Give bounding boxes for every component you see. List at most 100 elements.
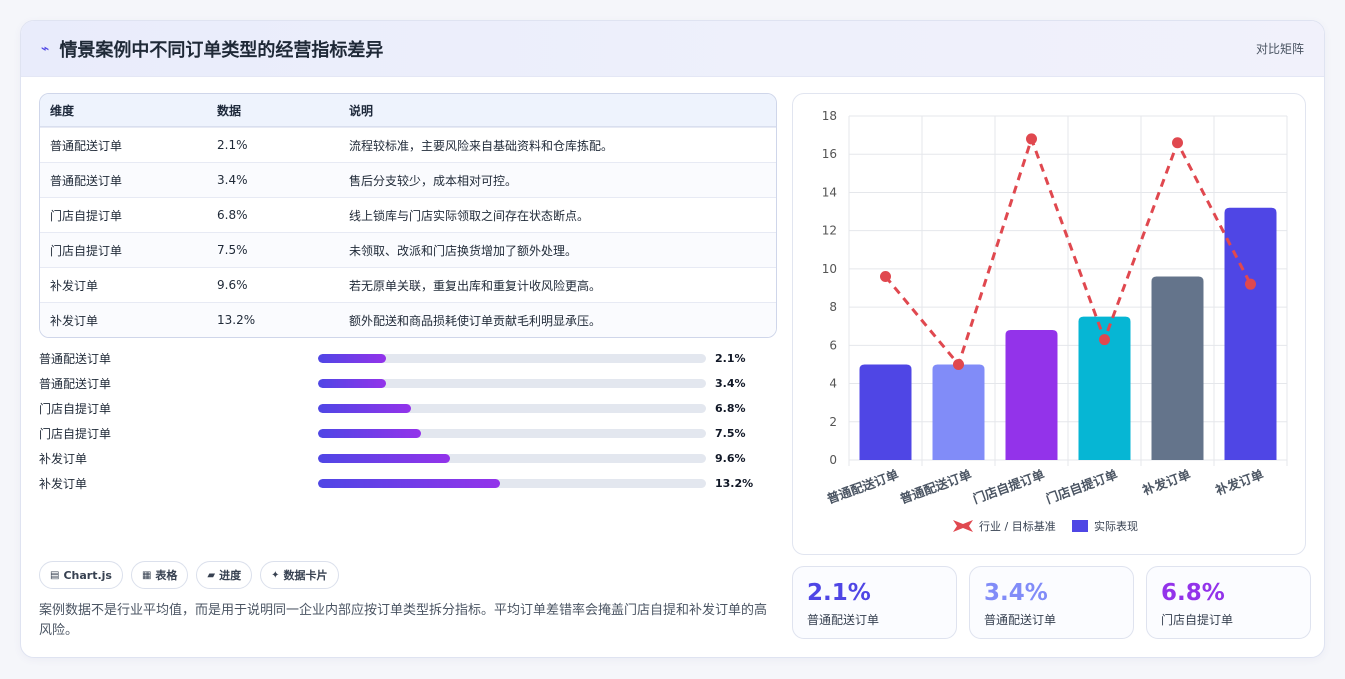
table-cell: 若无原单关联，重复出库和重复计收风险更高。 bbox=[349, 278, 602, 293]
table-cell: 流程较标准，主要风险来自基础资料和仓库拣配。 bbox=[349, 138, 614, 153]
x-tick-label: 普通配送订单 bbox=[825, 467, 901, 507]
tag-label: 表格 bbox=[155, 569, 178, 582]
table-cell: 门店自提订单 bbox=[50, 243, 123, 258]
card-header: ⌁ 情景案例中不同订单类型的经营指标差异 对比矩阵 bbox=[21, 21, 1324, 77]
progress-row: 普通配送订单 3.4% bbox=[39, 371, 777, 396]
progress-track bbox=[318, 429, 706, 438]
tag-label: 进度 bbox=[219, 569, 242, 582]
progress-label: 补发订单 bbox=[39, 477, 88, 491]
progress-fill bbox=[318, 479, 501, 488]
kpi-value: 3.4% bbox=[984, 580, 1048, 606]
table-row: 普通配送订单 3.4% 售后分支较少，成本相对可控。 bbox=[40, 162, 776, 197]
legend-label: 实际表现 bbox=[1094, 519, 1138, 533]
progress-value: 7.5% bbox=[715, 427, 746, 440]
kpi-card: 2.1% 普通配送订单 bbox=[792, 566, 957, 639]
progress-value: 6.8% bbox=[715, 402, 746, 415]
chart-icon: ▤ bbox=[50, 569, 60, 581]
tag-list: ▤ Chart.js ▦ 表格 ▰ 进度 ✦ 数据卡片 bbox=[39, 561, 339, 589]
progress-label: 门店自提订单 bbox=[39, 402, 112, 416]
progress-row: 补发订单 13.2% bbox=[39, 471, 777, 496]
progress-row: 门店自提订单 6.8% bbox=[39, 396, 777, 421]
combo-chart: 024681012141618普通配送订单普通配送订单门店自提订单门店自提订单补… bbox=[822, 109, 1288, 533]
tag-progress[interactable]: ▰ 进度 bbox=[196, 561, 253, 589]
y-tick-label: 2 bbox=[829, 415, 837, 429]
bar bbox=[1224, 207, 1277, 460]
trend-icon: ⌁ bbox=[41, 40, 50, 57]
compare-matrix-label: 对比矩阵 bbox=[1255, 42, 1304, 56]
progress-fill bbox=[318, 404, 412, 413]
table-row: 门店自提订单 6.8% 线上锁库与门店实际领取之间存在状态断点。 bbox=[40, 197, 776, 232]
kpi-cards: 2.1% 普通配送订单 3.4% 普通配送订单 6.8% 门店自提订单 bbox=[792, 566, 1311, 639]
kpi-label: 普通配送订单 bbox=[807, 613, 880, 627]
tag-label: 数据卡片 bbox=[283, 569, 328, 582]
title-wrap: ⌁ 情景案例中不同订单类型的经营指标差异 bbox=[41, 36, 383, 62]
table-cell: 售后分支较少，成本相对可控。 bbox=[349, 173, 518, 188]
y-tick-label: 6 bbox=[829, 338, 837, 352]
progress-value: 2.1% bbox=[715, 352, 746, 365]
y-tick-label: 8 bbox=[829, 300, 837, 314]
legend-swatch-actual bbox=[1072, 520, 1088, 532]
y-tick-label: 0 bbox=[829, 453, 837, 467]
table-header-cell: 维度 bbox=[50, 103, 75, 118]
tag-data-card[interactable]: ✦ 数据卡片 bbox=[260, 561, 339, 589]
main-card: ⌁ 情景案例中不同订单类型的经营指标差异 对比矩阵 维度 数据 说明 普通配送订… bbox=[20, 20, 1325, 658]
table-cell: 7.5% bbox=[217, 243, 248, 257]
table-row: 门店自提订单 7.5% 未领取、改派和门店换货增加了额外处理。 bbox=[40, 232, 776, 267]
benchmark-point bbox=[1172, 137, 1183, 149]
table-icon: ▦ bbox=[141, 569, 152, 581]
table-cell: 线上锁库与门店实际领取之间存在状态断点。 bbox=[349, 208, 590, 223]
y-tick-label: 10 bbox=[822, 262, 837, 276]
progress-icon: ▰ bbox=[207, 569, 216, 581]
progress-fill bbox=[318, 379, 386, 388]
tag-label: Chart.js bbox=[63, 568, 112, 582]
data-table: 维度 数据 说明 普通配送订单 2.1% 流程较标准，主要风险来自基础资料和仓库… bbox=[39, 93, 777, 338]
case-note: 案例数据不是行业平均值，而是用于说明同一企业内部应按订单类型拆分指标。平均订单差… bbox=[39, 603, 768, 638]
progress-value: 13.2% bbox=[715, 477, 754, 490]
table-row: 普通配送订单 2.1% 流程较标准，主要风险来自基础资料和仓库拣配。 bbox=[40, 127, 776, 162]
kpi-label: 门店自提订单 bbox=[1161, 613, 1234, 627]
progress-fill bbox=[318, 429, 421, 438]
table-cell: 额外配送和商品损耗使订单贡献毛利明显承压。 bbox=[349, 313, 602, 328]
x-tick-label: 补发订单 bbox=[1139, 467, 1193, 499]
y-tick-label: 4 bbox=[829, 377, 837, 391]
table-cell: 补发订单 bbox=[50, 313, 99, 328]
y-tick-label: 18 bbox=[822, 109, 837, 123]
progress-row: 普通配送订单 2.1% bbox=[39, 346, 777, 371]
benchmark-point bbox=[880, 271, 891, 283]
bar bbox=[1005, 330, 1058, 460]
page-title: 情景案例中不同订单类型的经营指标差异 bbox=[59, 39, 384, 61]
progress-value: 9.6% bbox=[715, 452, 746, 465]
tag-chartjs[interactable]: ▤ Chart.js bbox=[39, 561, 123, 589]
kpi-value: 6.8% bbox=[1161, 580, 1225, 606]
table-row: 补发订单 13.2% 额外配送和商品损耗使订单贡献毛利明显承压。 bbox=[40, 302, 776, 337]
left-panel: 维度 数据 说明 普通配送订单 2.1% 流程较标准，主要风险来自基础资料和仓库… bbox=[39, 93, 779, 496]
progress-track bbox=[318, 454, 706, 463]
progress-fill bbox=[318, 454, 450, 463]
legend-swatch-benchmark bbox=[953, 520, 973, 532]
chart-panel: 0 2 4 6 8 10 12 14 16 18 普通配送订单 普通配送订单 门店自提订单 门店自提订单补… bbox=[792, 93, 1306, 555]
table-row: 补发订单 9.6% 若无原单关联，重复出库和重复计收风险更高。 bbox=[40, 267, 776, 302]
bar bbox=[932, 364, 985, 460]
progress-track bbox=[318, 354, 706, 363]
table-cell: 门店自提订单 bbox=[50, 208, 123, 223]
kpi-label: 普通配送订单 bbox=[984, 613, 1057, 627]
benchmark-point bbox=[953, 358, 964, 370]
x-tick-label: 补发订单 bbox=[1212, 467, 1266, 499]
benchmark-point bbox=[1099, 334, 1110, 346]
benchmark-point bbox=[1026, 133, 1037, 145]
y-tick-label: 14 bbox=[822, 185, 837, 199]
bar bbox=[1078, 316, 1131, 460]
benchmark-line bbox=[884, 134, 1252, 368]
table-cell: 未领取、改派和门店换货增加了额外处理。 bbox=[349, 243, 578, 258]
y-tick-label: 12 bbox=[822, 224, 837, 238]
kpi-value: 2.1% bbox=[807, 580, 871, 606]
progress-label: 普通配送订单 bbox=[39, 377, 112, 391]
progress-track bbox=[318, 379, 706, 388]
table-cell: 补发订单 bbox=[50, 278, 99, 293]
tag-table[interactable]: ▦ 表格 bbox=[130, 561, 189, 589]
benchmark-point bbox=[1245, 278, 1256, 290]
card-icon: ✦ bbox=[271, 569, 280, 581]
bar bbox=[859, 364, 912, 460]
table-cell: 9.6% bbox=[217, 278, 248, 292]
progress-row: 门店自提订单 7.5% bbox=[39, 421, 777, 446]
